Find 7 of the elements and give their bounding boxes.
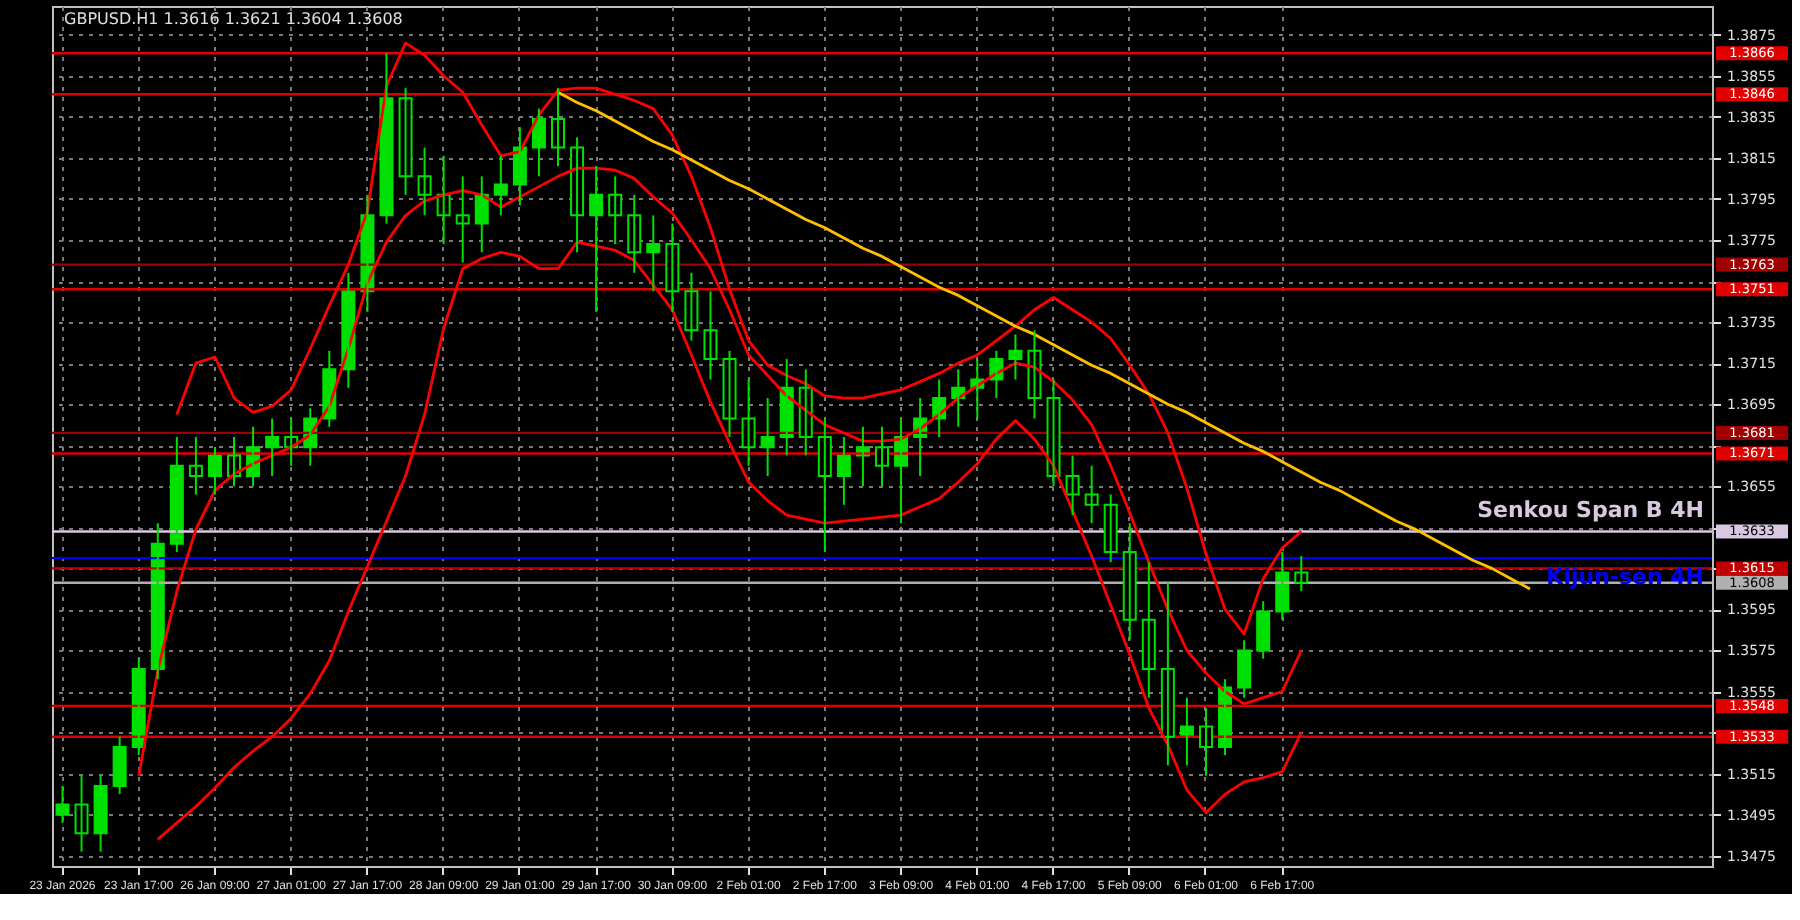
candlestick [1084,464,1099,525]
annotation: Senkou Span B 4H [1477,497,1704,524]
candlestick [1294,555,1309,592]
line-series [156,240,1303,841]
candlestick [455,175,470,264]
chart-title: GBPUSD.H1 1.3616 1.3621 1.3604 1.3608 [64,10,403,28]
candlestick [55,784,70,824]
